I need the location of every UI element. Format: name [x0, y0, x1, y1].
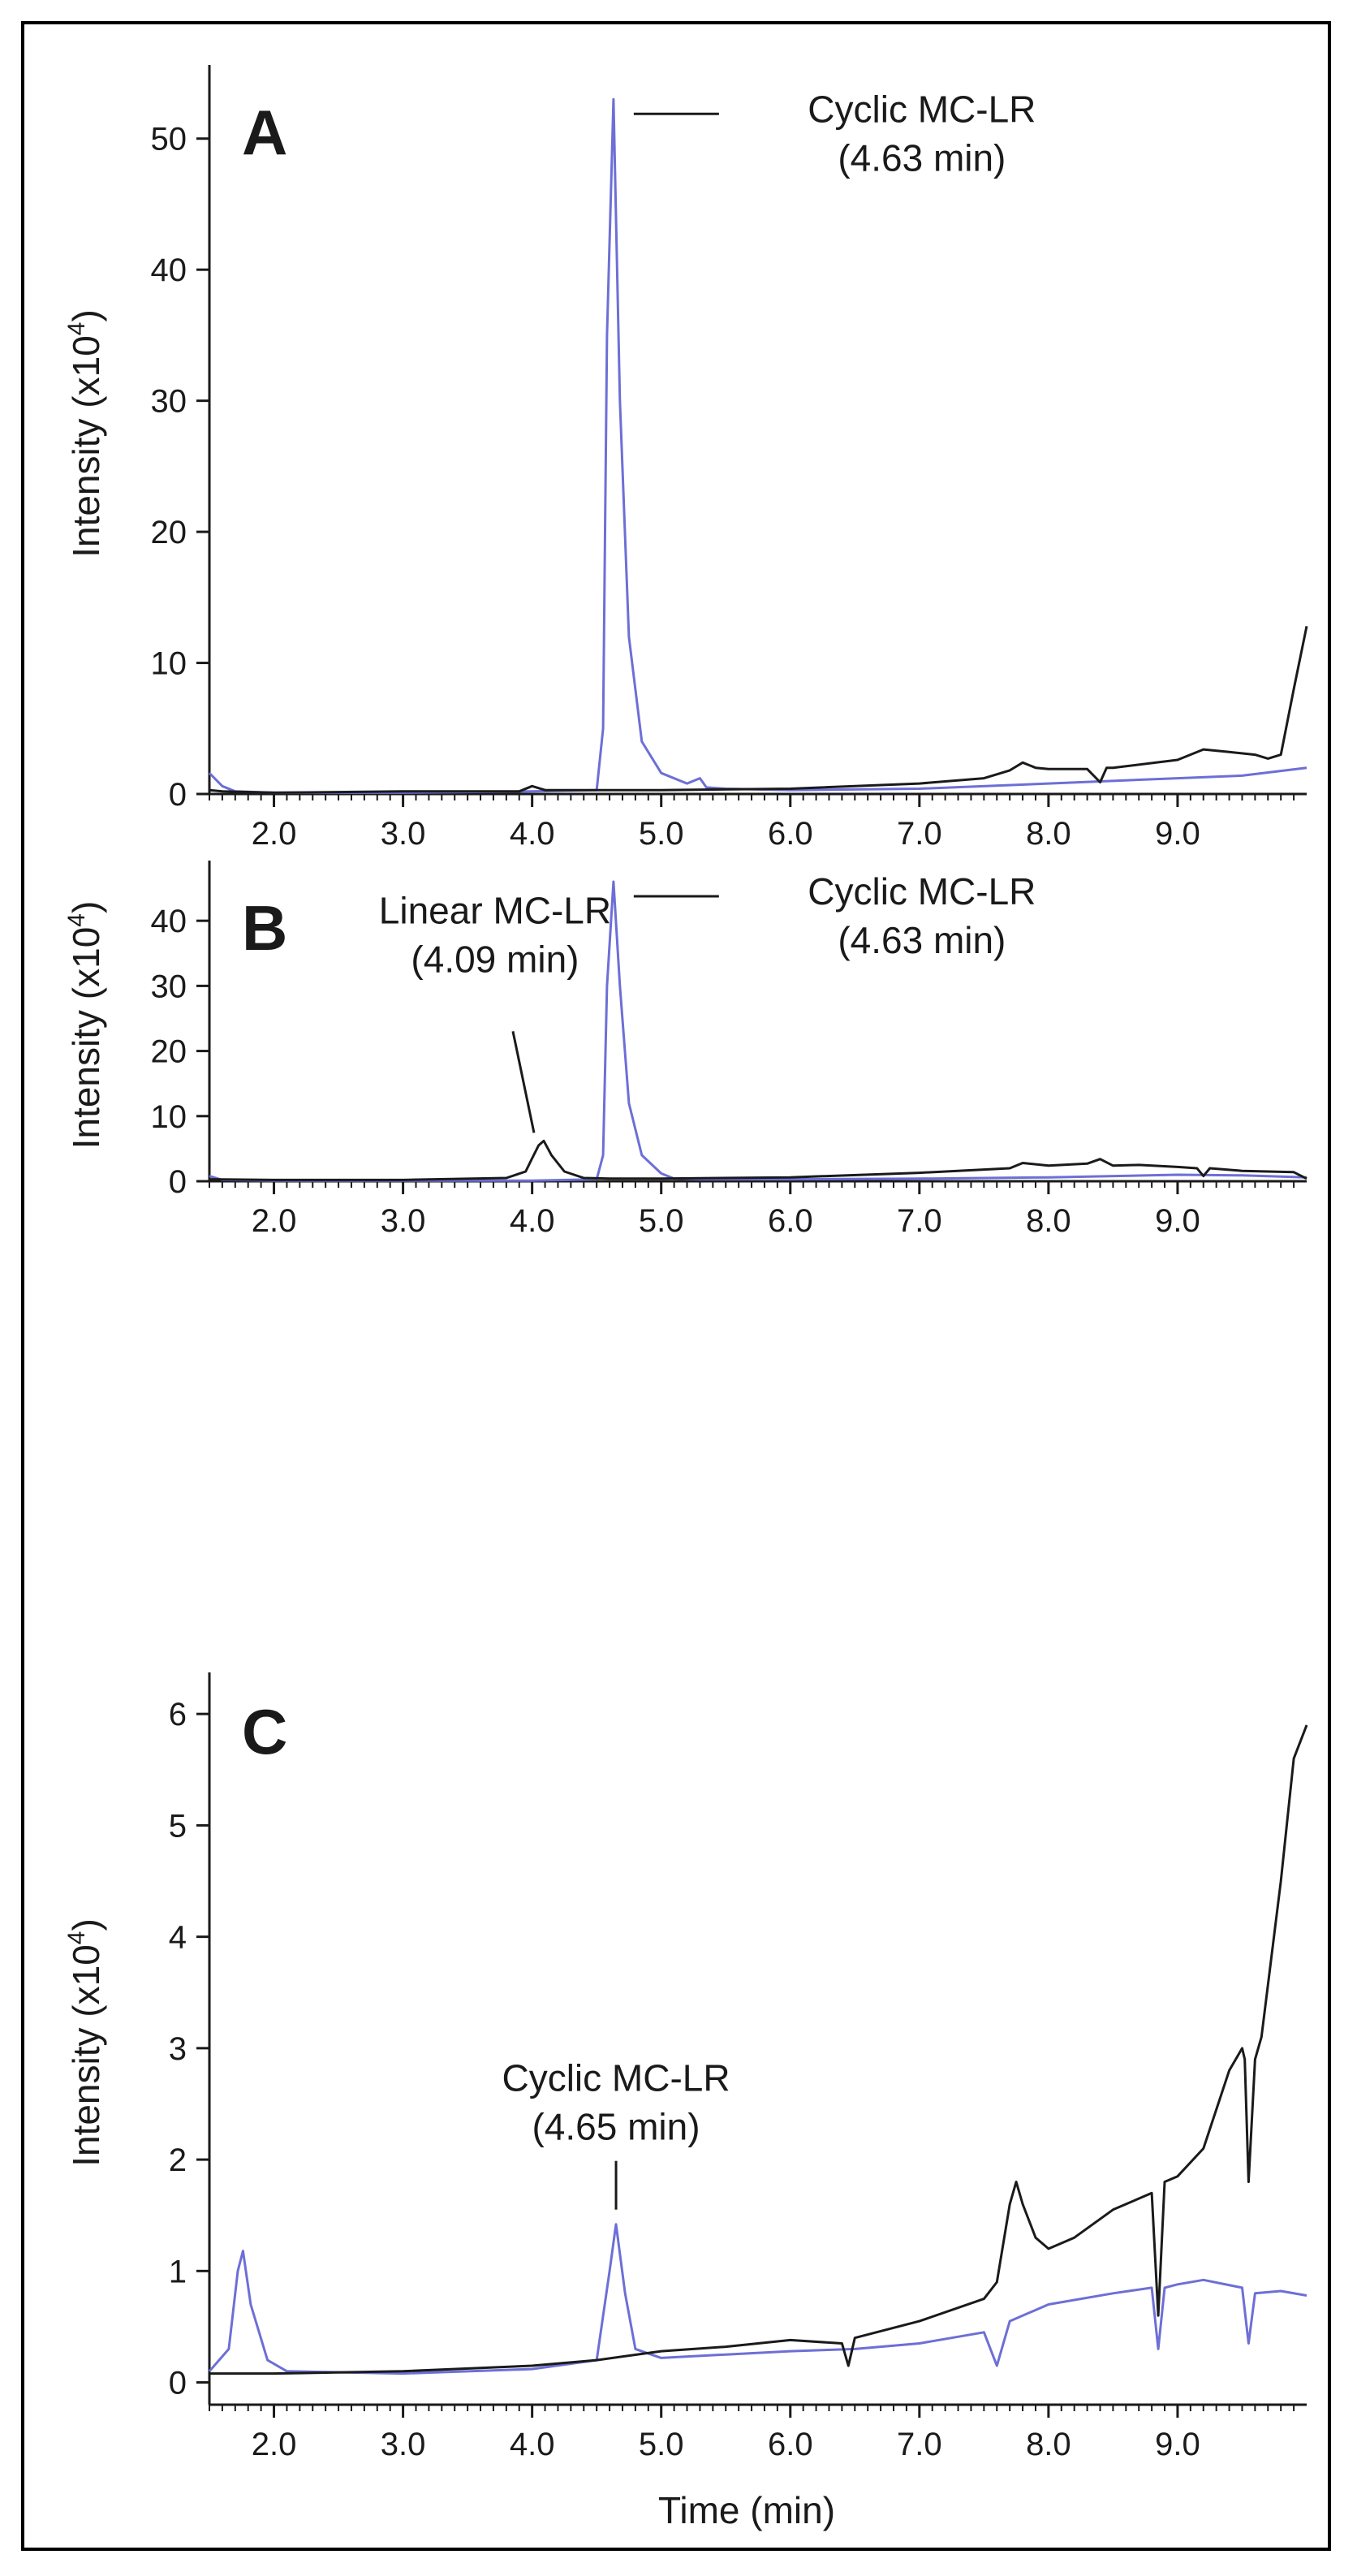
annotation-leader: [511, 1030, 536, 1133]
blue-trace-line: [208, 2223, 1307, 2375]
y-axis-title-end: ): [65, 1918, 107, 1931]
panel-letter: C: [242, 1696, 287, 1767]
y-tick-label: 20: [151, 1034, 187, 1070]
x-tick-label: 7.0: [897, 2427, 942, 2462]
panels-group: 2.0 3.0 4.0 5.0 6.0 7.0 8.0 9.001020304050Inten…: [63, 65, 1308, 2462]
x-tick-label: 7.0: [897, 1203, 942, 1239]
annotation-label: Linear MC-LR: [379, 889, 611, 931]
x-tick-label: 8.0: [1026, 816, 1071, 852]
y-axis-title-main: Intensity (x10: [65, 1944, 107, 2167]
y-axis-title-main: Intensity (x10: [65, 335, 107, 558]
y-tick-label: 6: [169, 1697, 187, 1732]
x-tick-label: 5.0: [639, 2427, 684, 2462]
y-axis-title-superscript: 4: [63, 1931, 90, 1945]
x-tick-label: 4.0: [510, 1203, 555, 1239]
y-tick-label: 3: [169, 2031, 187, 2067]
x-tick-label: 8.0: [1026, 1203, 1071, 1239]
y-axis-title: Intensity (x104): [63, 309, 107, 558]
y-tick-label: 0: [169, 777, 187, 813]
annotation-label: Cyclic MC-LR: [808, 870, 1036, 913]
y-tick-label: 10: [151, 1099, 187, 1135]
y-axis-title: Intensity (x104): [63, 1918, 107, 2167]
x-tick-label: 9.0: [1155, 816, 1200, 852]
x-tick-label: 9.0: [1155, 2427, 1200, 2462]
x-axis-title: Time (min): [658, 2489, 835, 2531]
x-tick-label: 2.0: [252, 816, 297, 852]
y-axis-title-end: ): [65, 309, 107, 321]
y-tick-label: 10: [151, 646, 187, 682]
y-tick-label: 50: [151, 122, 187, 157]
x-tick-label: 6.0: [768, 816, 813, 852]
annotation-label: (4.63 min): [838, 919, 1006, 961]
y-tick-label: 0: [169, 2366, 187, 2401]
x-tick-label: 5.0: [639, 1203, 684, 1239]
x-tick-label: 5.0: [639, 816, 684, 852]
x-tick-label: 2.0: [252, 2427, 297, 2462]
y-tick-label: 30: [151, 969, 187, 1004]
annotation-label: (4.65 min): [532, 2106, 700, 2148]
y-tick-label: 20: [151, 515, 187, 550]
panel-letter: B: [242, 892, 287, 964]
panel-b: 2.0 3.0 4.0 5.0 6.0 7.0 8.0 9.0 0 10 20 30 40 Intensi…: [63, 861, 1307, 1239]
x-tick-label: 6.0: [768, 2427, 813, 2462]
x-tick-label: 3.0: [381, 816, 426, 852]
y-axis-title-superscript: 4: [63, 913, 90, 927]
y-axis-title: Intensity (x104): [63, 901, 107, 1150]
y-tick-label: 5: [169, 1808, 187, 1844]
figure-frame: [21, 21, 1331, 2551]
panel-a: 2.0 3.0 4.0 5.0 6.0 7.0 8.0 9.0 0 10 20 30 40 50 Inten…: [63, 65, 1308, 852]
y-tick-label: 4: [169, 1920, 187, 1956]
blue-trace-line: [208, 97, 1307, 794]
panel-letter: A: [242, 97, 287, 168]
y-tick-label: 40: [151, 904, 187, 939]
y-tick-label: 1: [169, 2254, 187, 2289]
x-tick-label: 2.0: [252, 1203, 297, 1239]
x-tick-label: 6.0: [768, 1203, 813, 1239]
x-tick-label: 3.0: [381, 2427, 426, 2462]
y-tick-label: 0: [169, 1164, 187, 1200]
x-tick-label: 7.0: [897, 816, 942, 852]
annotation-label: (4.09 min): [411, 938, 579, 980]
annotation-label: Cyclic MC-LR: [502, 2057, 730, 2099]
y-tick-label: 2: [169, 2142, 187, 2178]
black-trace-line: [209, 1139, 1307, 1181]
y-axis-title-end: ): [65, 901, 107, 913]
panel-c: 2.0 3.0 4.0 5.0 6.0 7.0 8.0 9.0 0 1 2 3 4 5 6 Intensity…: [63, 1672, 1308, 2462]
x-tick-label: 4.0: [510, 816, 555, 852]
annotation-label: (4.63 min): [838, 136, 1006, 179]
x-tick-label: 4.0: [510, 2427, 555, 2462]
x-tick-label: 8.0: [1026, 2427, 1071, 2462]
y-axis-title-main: Intensity (x10: [65, 927, 107, 1150]
y-tick-label: 30: [151, 384, 187, 420]
black-trace-line: [209, 625, 1308, 794]
y-tick-label: 40: [151, 252, 187, 288]
x-tick-label: 9.0: [1155, 1203, 1200, 1239]
y-axis-title-superscript: 4: [63, 322, 90, 336]
blue-trace-line: [209, 880, 1307, 1182]
annotation-label: Cyclic MC-LR: [808, 88, 1036, 130]
black-trace-line: [209, 1724, 1308, 2375]
x-tick-label: 3.0: [381, 1203, 426, 1239]
